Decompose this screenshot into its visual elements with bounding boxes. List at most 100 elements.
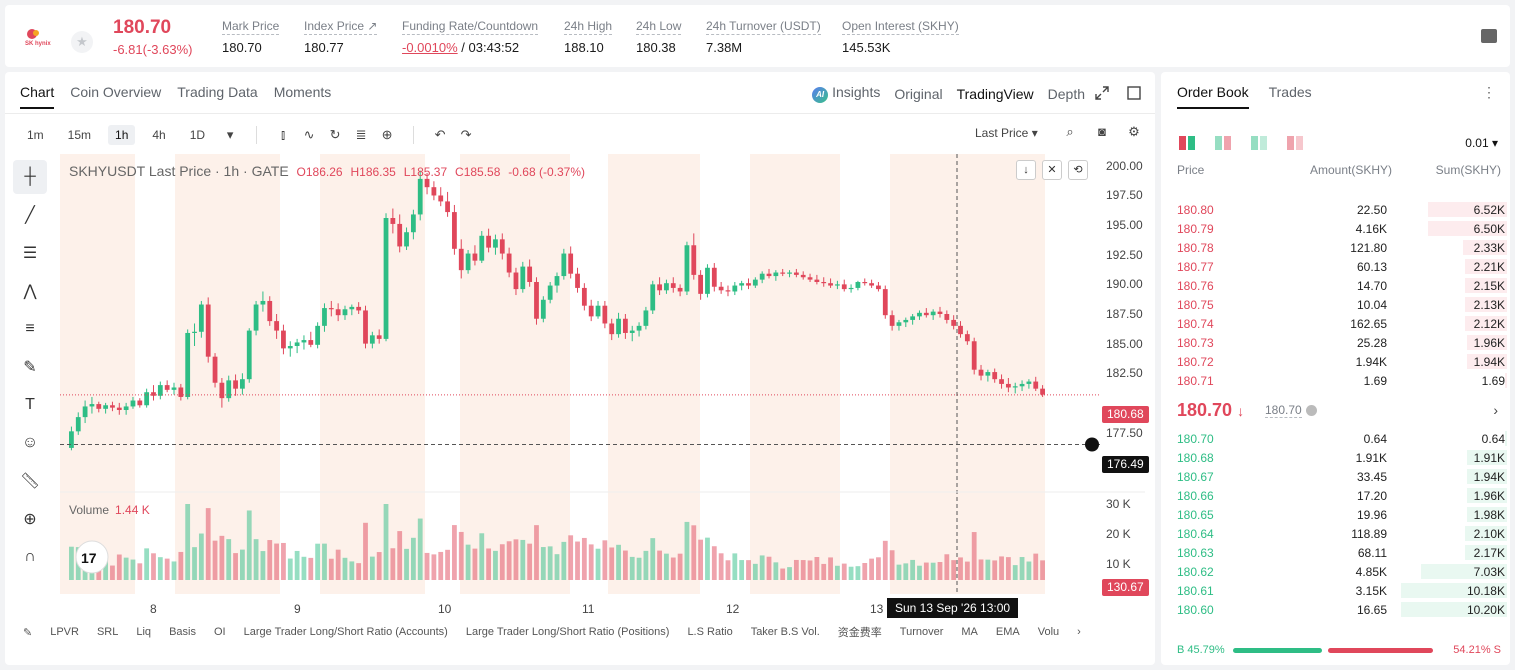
stat-label[interactable]: 24h Turnover (USDT)	[706, 19, 821, 35]
asks-row[interactable]: 180.71 1.69 1.69	[1177, 371, 1507, 390]
bids-row[interactable]: 180.63 68.11 2.17K	[1177, 543, 1507, 562]
stat-label[interactable]: Index Price ↗	[304, 19, 378, 35]
zoom-icon[interactable]: ⊕	[23, 511, 37, 528]
candle[interactable]	[773, 270, 779, 281]
candle[interactable]	[472, 245, 478, 266]
candle[interactable]	[301, 335, 307, 350]
trend-line-icon[interactable]: ╱	[25, 207, 35, 224]
indicator-item[interactable]: Liq	[136, 626, 152, 638]
candle[interactable]	[650, 280, 656, 314]
candle[interactable]	[185, 329, 191, 400]
stat-label[interactable]: Funding Rate/Countdown	[402, 19, 539, 35]
candle[interactable]	[1040, 385, 1045, 397]
candle[interactable]	[848, 284, 854, 293]
camera-icon[interactable]: ◙	[1098, 124, 1106, 139]
asks-row[interactable]: 180.80 22.50 6.52K	[1177, 200, 1507, 219]
tab-original[interactable]: Original	[894, 85, 943, 102]
candle[interactable]	[424, 172, 430, 195]
candle[interactable]	[595, 300, 601, 319]
candle[interactable]	[752, 277, 758, 288]
stat-label[interactable]: 24h High	[564, 19, 613, 35]
candle[interactable]	[855, 280, 861, 291]
candle[interactable]	[458, 239, 464, 279]
candle[interactable]	[1019, 380, 1025, 392]
candle[interactable]	[547, 282, 553, 304]
gear-icon[interactable]: ⚙	[1128, 124, 1140, 139]
red-view-icon[interactable]	[1287, 136, 1303, 150]
candle[interactable]	[992, 368, 998, 383]
candle[interactable]	[69, 426, 74, 451]
candle[interactable]	[308, 331, 314, 348]
candle[interactable]	[664, 279, 669, 294]
candle[interactable]	[198, 300, 204, 338]
candle[interactable]	[903, 317, 909, 328]
candle[interactable]	[643, 306, 649, 330]
candle[interactable]	[383, 213, 389, 342]
candle[interactable]	[711, 263, 717, 292]
chevron-right-icon[interactable]: ›	[1077, 626, 1081, 638]
candle[interactable]	[629, 325, 635, 342]
candle[interactable]	[513, 267, 519, 296]
asks-row[interactable]: 180.79 4.16K 6.50K	[1177, 219, 1507, 238]
candle[interactable]	[438, 187, 444, 207]
price-type-select[interactable]: Last Price ▾	[975, 126, 1038, 140]
candle[interactable]	[376, 329, 382, 344]
candle[interactable]	[958, 321, 963, 338]
candle[interactable]	[698, 270, 704, 300]
candle[interactable]	[882, 285, 888, 319]
candlestick-chart[interactable]: 17	[60, 154, 1145, 594]
candle[interactable]	[96, 401, 102, 413]
indicator-icon[interactable]: ∿	[303, 127, 315, 142]
candle[interactable]	[82, 400, 88, 424]
candle[interactable]	[889, 310, 895, 331]
candle[interactable]	[1012, 382, 1018, 394]
candle[interactable]	[315, 322, 321, 349]
tab-trading-data[interactable]: Trading Data	[177, 84, 258, 100]
candle[interactable]	[205, 297, 211, 363]
bids-row[interactable]: 180.66 17.20 1.96K	[1177, 486, 1507, 505]
candle[interactable]	[527, 259, 533, 287]
candle[interactable]	[841, 279, 847, 292]
candle[interactable]	[479, 231, 485, 264]
candle[interactable]	[130, 396, 136, 409]
stat-label[interactable]: 24h Low	[636, 19, 682, 35]
tab-insights[interactable]: AI Insights	[812, 84, 880, 103]
bids-row[interactable]: 180.64 118.89 2.10K	[1177, 524, 1507, 543]
precision-select[interactable]: 0.01 ▾	[1465, 136, 1498, 150]
emoji-icon[interactable]: ☺	[21, 434, 39, 451]
stat-label[interactable]: Mark Price	[222, 19, 280, 35]
candle[interactable]	[944, 310, 950, 324]
candle-type-icon[interactable]: ⫾	[280, 127, 286, 142]
candle[interactable]	[342, 305, 348, 320]
magnet-icon[interactable]: ∩	[24, 548, 36, 565]
candle[interactable]	[705, 264, 710, 298]
candle[interactable]	[964, 330, 970, 345]
candle[interactable]	[670, 277, 676, 293]
candle[interactable]	[746, 278, 751, 290]
candle[interactable]	[506, 247, 512, 278]
favorite-star-icon[interactable]: ★	[71, 31, 93, 53]
scroll-down-icon[interactable]: ↓	[1016, 160, 1036, 180]
candle[interactable]	[910, 314, 916, 325]
indicator-item[interactable]: 资金费率	[837, 627, 882, 639]
candle[interactable]	[937, 306, 943, 318]
stat-label[interactable]: Open Interest (SKHY)	[842, 19, 959, 35]
candle[interactable]	[144, 388, 150, 408]
candle[interactable]	[397, 214, 403, 253]
indicator-item[interactable]: Turnover	[899, 626, 944, 638]
candle[interactable]	[363, 305, 368, 349]
candle[interactable]	[349, 304, 355, 316]
candle[interactable]	[718, 282, 724, 294]
candle[interactable]	[431, 181, 437, 201]
candle[interactable]	[869, 279, 874, 288]
candle[interactable]	[493, 234, 498, 255]
tab-depth[interactable]: Depth	[1047, 85, 1085, 102]
candle[interactable]	[322, 303, 327, 332]
candle[interactable]	[212, 353, 218, 388]
collapse-icon[interactable]: ✕	[1042, 160, 1062, 180]
candle[interactable]	[561, 248, 567, 280]
candle[interactable]	[568, 246, 574, 279]
bids-row[interactable]: 180.67 33.45 1.94K	[1177, 467, 1507, 486]
candle[interactable]	[103, 402, 109, 414]
asks-row[interactable]: 180.74 162.65 2.12K	[1177, 314, 1507, 333]
